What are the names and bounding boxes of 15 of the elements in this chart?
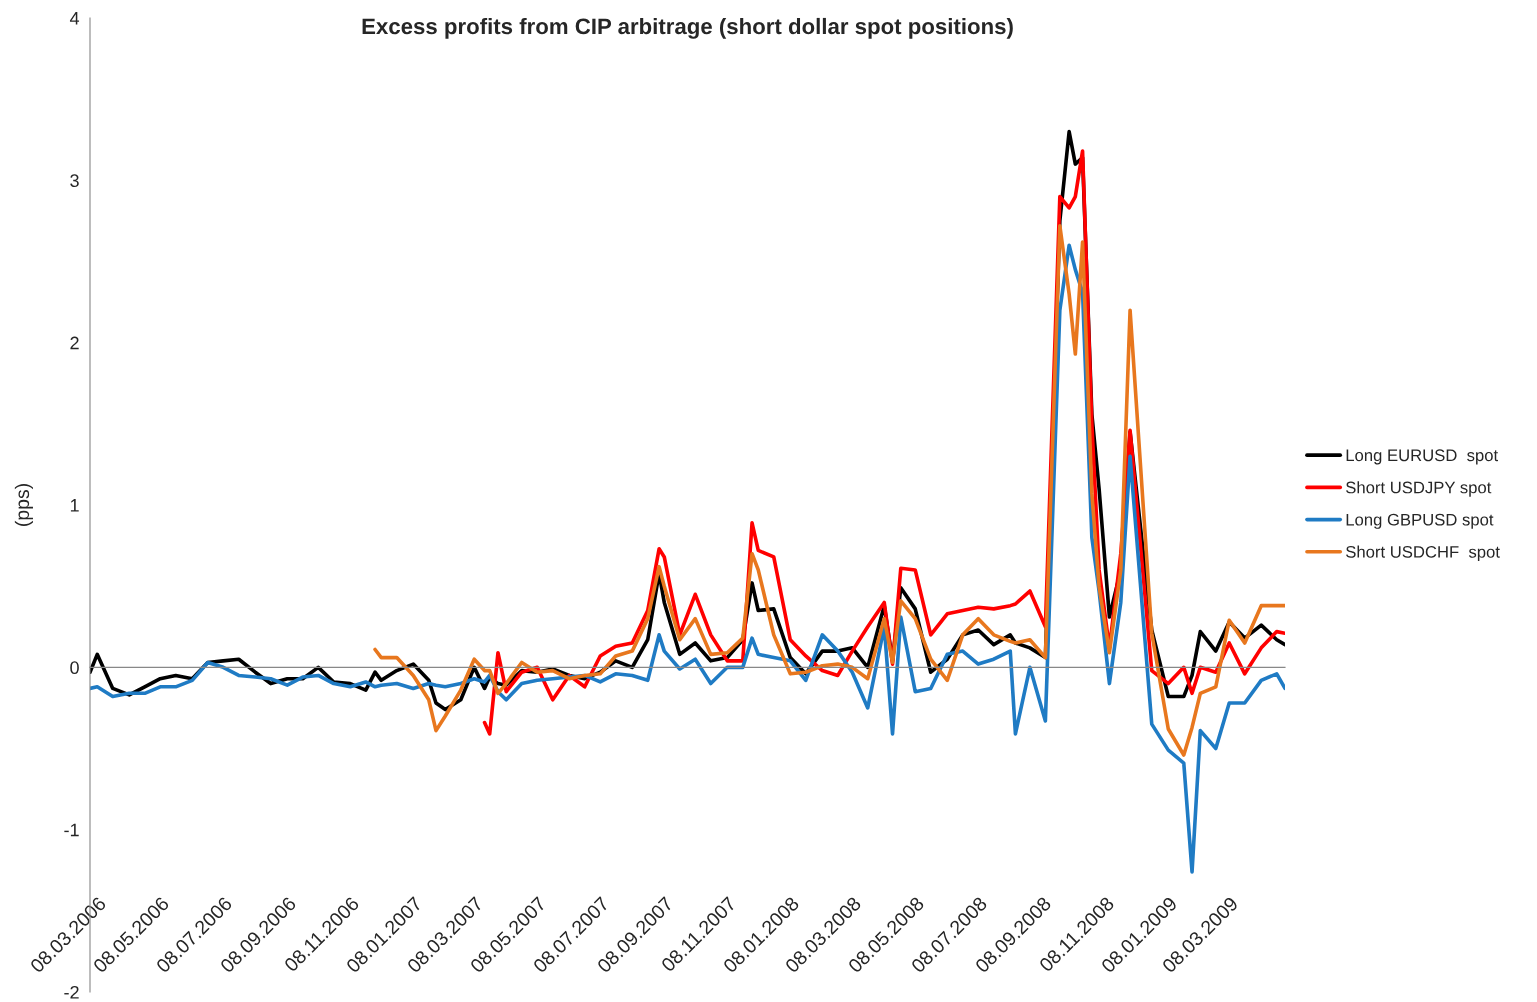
legend-label: Short USDCHF spot bbox=[1346, 545, 1500, 562]
y-tick-label: 4 bbox=[69, 12, 80, 25]
line-series bbox=[373, 223, 1285, 757]
y-tick-label: 3 bbox=[70, 174, 79, 188]
y-tick-label: -2 bbox=[64, 985, 79, 999]
y-tick-label: 2 bbox=[70, 336, 79, 350]
legend-label: Short USDJPY spot bbox=[1346, 481, 1492, 497]
y-tick-label: 0 bbox=[70, 661, 79, 675]
line-series bbox=[90, 243, 1285, 874]
y-tick-label: -1 bbox=[64, 823, 79, 837]
chart-title: Excess profits from CIP arbitrage (short dollar spot positions) bbox=[362, 17, 1013, 39]
y-tick-label: 1 bbox=[70, 499, 79, 512]
y-axis-title: (pps) bbox=[14, 484, 33, 526]
legend-label: Long EURUSD spot bbox=[1346, 449, 1499, 465]
legend-label: Long GBPUSD spot bbox=[1346, 513, 1494, 529]
